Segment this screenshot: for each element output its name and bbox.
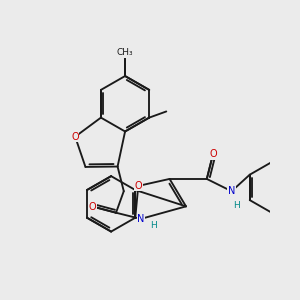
Text: O: O (134, 181, 142, 191)
Text: N: N (228, 186, 235, 196)
Text: CH₃: CH₃ (117, 48, 134, 57)
Text: O: O (89, 202, 97, 212)
Text: H: H (233, 201, 240, 210)
Text: H: H (150, 220, 157, 230)
Text: O: O (71, 132, 79, 142)
Text: O: O (209, 149, 217, 159)
Text: N: N (137, 214, 145, 224)
